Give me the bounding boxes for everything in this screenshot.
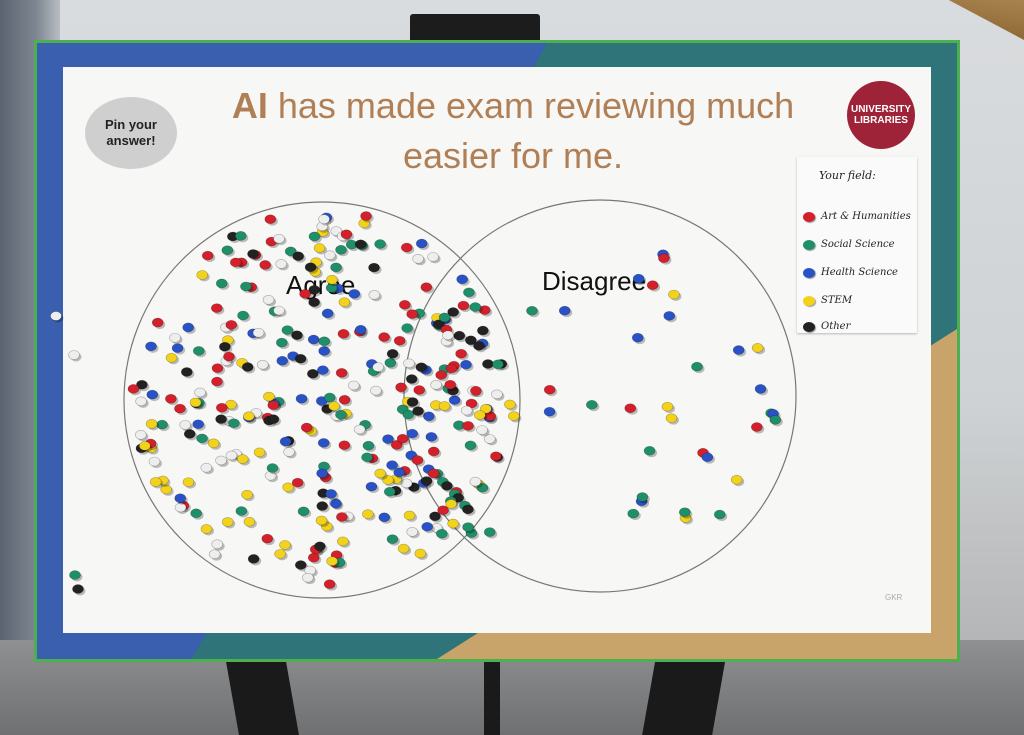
disagree-label: Disagree — [542, 266, 647, 296]
title-line2: easier for me. — [402, 135, 624, 176]
poster-paper: Pin your answer! AI has made exam review… — [63, 67, 931, 633]
legend-pin-icon — [803, 211, 815, 222]
author-initials: GKR — [885, 593, 903, 602]
logo-line1: UNIVERSITY — [850, 104, 911, 115]
logo-line2: LIBRARIES — [854, 115, 908, 126]
easel-leg-center — [484, 656, 500, 735]
legend-item: Health Science — [803, 267, 898, 278]
legend-title: Your field: — [819, 169, 876, 182]
poster-board: Pin your answer! AI has made exam review… — [34, 40, 960, 662]
legend-pin-icon — [803, 295, 815, 306]
agree-label: Agree — [286, 270, 356, 300]
title-line1: has made exam reviewing much — [277, 85, 795, 126]
legend-item: Other — [803, 321, 850, 332]
legend-label: Other — [821, 321, 851, 332]
legend-item: Social Science — [803, 239, 895, 250]
pin-your-answer-badge: Pin your answer! — [85, 97, 177, 169]
badge-text: Pin your answer! — [104, 117, 157, 148]
legend-pin-icon — [803, 321, 815, 332]
legend-item: STEM — [803, 295, 852, 306]
legend-pin-icon — [803, 267, 815, 278]
disagree-circle — [403, 199, 797, 593]
poster-title: AI has made exam reviewing much easier f… — [183, 81, 843, 181]
university-libraries-logo: UNIVERSITY LIBRARIES — [847, 81, 915, 149]
legend-label: Health Science — [821, 267, 898, 278]
legend-item: Art & Humanities — [803, 211, 911, 222]
agree-circle — [123, 201, 521, 599]
legend-pin-icon — [803, 239, 815, 250]
legend-label: STEM — [821, 295, 853, 306]
legend-card: Your field: Art & Humanities Social Scie… — [797, 157, 917, 333]
legend-label: Social Science — [821, 239, 895, 250]
legend-label: Art & Humanities — [821, 211, 911, 222]
title-highlight: AI — [231, 85, 268, 126]
